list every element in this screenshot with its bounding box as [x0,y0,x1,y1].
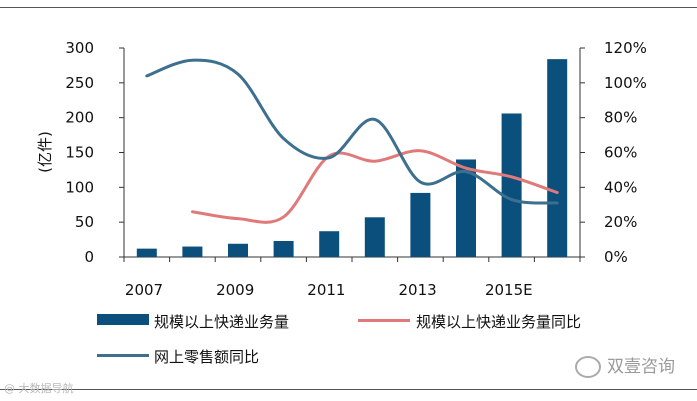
y-left-tick-label: 50 [75,213,94,231]
bar [410,192,431,257]
y-left-tick-label: 200 [65,109,94,127]
y-right-tick-label: 120% [604,39,647,57]
x-tick-label: 2007 [125,281,163,299]
bar [136,248,157,257]
bar [319,231,340,257]
y-left-tick-label: 100 [65,178,94,196]
x-tick-label: 2015E [485,281,533,299]
bar [547,59,568,257]
watermark-brand: 双壹咨询 [575,352,675,378]
y-left-tick-label: 300 [65,39,94,57]
bar [273,240,294,257]
y-left-tick-label: 150 [65,144,94,162]
bar [456,159,476,257]
x-tick-label: 2011 [307,281,345,299]
y-right-tick-label: 0% [604,248,628,266]
legend-swatch-online-retail-yoy [97,354,149,357]
wechat-icon [575,356,601,378]
legend-label-online-retail-yoy: 网上零售额同比 [154,348,260,366]
legend-swatch-express-yoy [358,319,410,322]
y-right-tick-label: 60% [604,144,637,162]
y-right-tick-label: 20% [604,213,637,231]
line-online-retail-yoy [145,58,559,205]
bar [364,217,385,257]
y-left-tick-label: 250 [65,74,94,92]
watermark-source: @ 大数据导航 [4,382,74,395]
legend-label-express-yoy: 规模以上快递业务量同比 [416,313,582,331]
y-right-tick-label: 40% [604,178,637,196]
bar [182,246,203,257]
y-right-tick-label: 100% [604,74,647,92]
line-express-yoy [190,149,559,224]
bottom-border-line [0,389,697,390]
legend-label-express-volume: 规模以上快递业务量 [154,313,290,331]
x-tick-label: 2013 [399,281,437,299]
y-right-tick-label: 80% [604,109,637,127]
x-tick-label: 2009 [216,281,254,299]
bar [228,243,248,257]
y-left-tick-label: 0 [84,248,94,266]
watermark-brand-text: 双壹咨询 [607,357,675,377]
bar [501,113,522,257]
y-axis-label: (亿件) [36,131,54,173]
legend-swatch-express-volume [97,314,149,325]
top-border-line [0,7,697,8]
